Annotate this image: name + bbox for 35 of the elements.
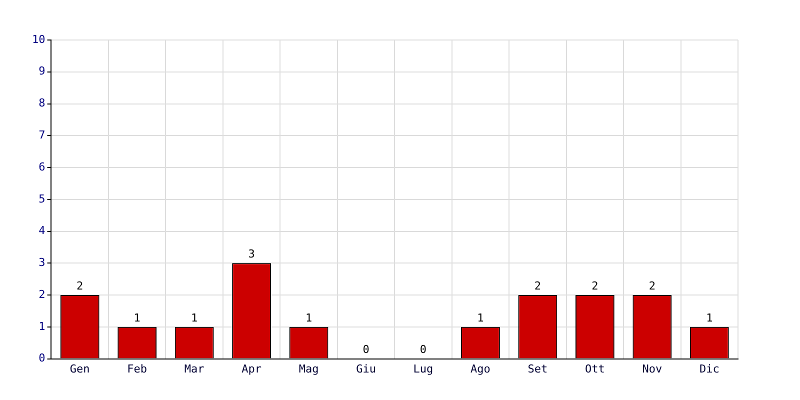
y-tick-label: 7 — [38, 128, 46, 142]
data-label: 1 — [305, 311, 312, 324]
data-label: 2 — [76, 279, 84, 292]
y-tick-label: 0 — [38, 352, 46, 365]
data-label: 2 — [534, 279, 542, 292]
x-tick-label: Lug — [413, 362, 434, 376]
data-label: 1 — [191, 311, 198, 324]
x-tick-label: Apr — [242, 362, 262, 376]
y-tick-label: 1 — [38, 320, 46, 333]
y-tick-label: 8 — [38, 96, 46, 110]
x-tick-label: Ago — [470, 362, 490, 376]
x-tick-label: Ott — [584, 362, 605, 376]
x-tick-label: Feb — [127, 362, 148, 376]
x-tick-label: Mag — [298, 362, 319, 376]
y-tick-label: 9 — [38, 64, 46, 78]
data-label: 2 — [648, 279, 656, 292]
y-tick-label: 2 — [38, 288, 46, 301]
data-label: 0 — [420, 343, 427, 356]
data-label: 1 — [134, 311, 140, 324]
y-tick-label: 6 — [38, 160, 46, 174]
data-label: 1 — [477, 311, 484, 324]
data-label: 2 — [592, 279, 598, 292]
data-label: 3 — [248, 248, 255, 261]
y-tick-label: 3 — [38, 256, 46, 270]
data-label: 0 — [362, 343, 370, 356]
y-tick-label: 5 — [38, 192, 46, 206]
x-tick-label: Nov — [642, 362, 662, 376]
x-tick-label: Gen — [70, 362, 90, 376]
x-tick-label: Mar — [184, 362, 205, 376]
x-tick-label: Set — [528, 362, 548, 376]
y-tick-label: 10 — [32, 32, 46, 46]
y-tick-label: 4 — [38, 224, 46, 238]
data-label: 1 — [706, 311, 713, 324]
x-tick-label: Dic — [699, 362, 720, 376]
x-tick-label: Giu — [356, 362, 376, 376]
